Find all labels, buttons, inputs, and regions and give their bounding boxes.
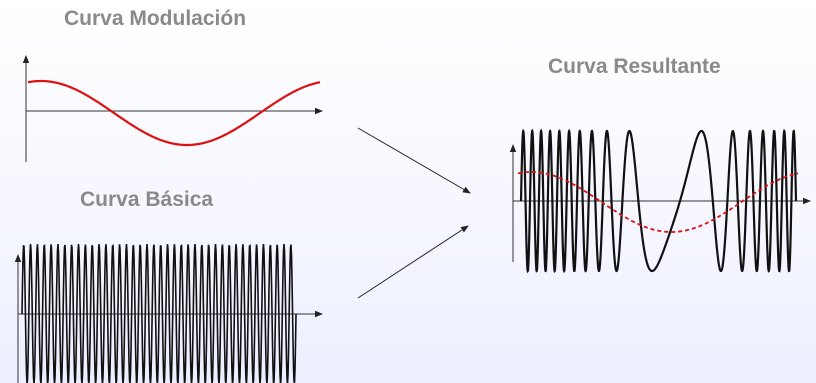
modulation-axes	[22, 55, 323, 162]
resultant-fm-curve	[519, 128, 798, 274]
arrow-modulation-to-result	[357, 127, 471, 194]
modulation-curve	[27, 79, 321, 147]
modulation-curve-label: Curva Modulación	[64, 7, 247, 30]
basic-curve-label: Curva Básica	[80, 188, 214, 211]
arrow-basic-to-result	[357, 225, 469, 299]
basic-carrier-curve	[21, 243, 297, 383]
resultant-modulation-envelope	[517, 171, 799, 233]
resultant-curve-label: Curva Resultante	[548, 55, 721, 78]
